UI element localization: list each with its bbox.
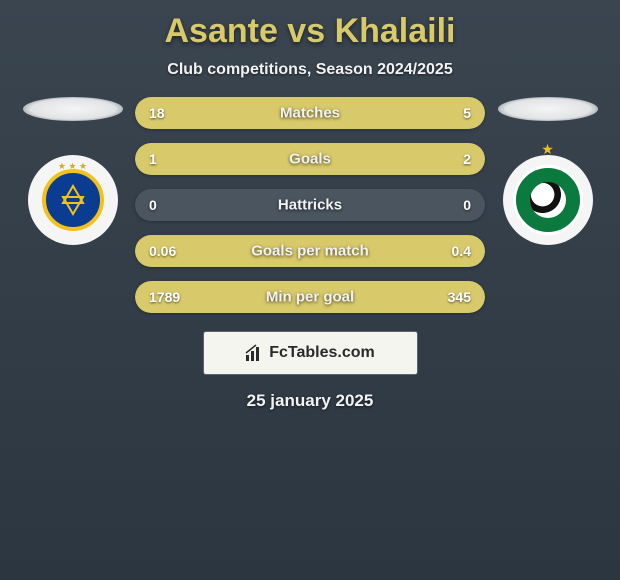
stat-value-right: 345	[448, 289, 471, 305]
stat-value-right: 0.4	[452, 243, 471, 259]
club-badge-right: ★	[503, 155, 593, 245]
player-left-column: ★ ★ ★	[20, 97, 125, 245]
stat-label: Goals per match	[251, 243, 369, 260]
stat-bar-right	[408, 97, 485, 129]
stat-row: 18 Matches 5	[135, 97, 485, 129]
stat-bar-left	[135, 97, 408, 129]
stat-row: 0 Hattricks 0	[135, 189, 485, 221]
soccer-ball-icon	[530, 182, 566, 218]
stat-label: Goals	[289, 151, 331, 168]
player-left-silhouette	[23, 97, 123, 121]
badge-star-icon: ★	[541, 141, 554, 158]
stat-label: Min per goal	[266, 289, 354, 306]
stat-bar-right	[251, 143, 486, 175]
stats-list: 18 Matches 5 1 Goals 2 0 Hattricks 0 0.06 Goals pe…	[135, 97, 485, 313]
badge-inner-left	[42, 169, 104, 231]
branding-text: FcTables.com	[269, 344, 375, 362]
star-of-david-icon	[56, 183, 90, 217]
stat-value-right: 5	[463, 105, 471, 121]
stat-row: 1789 Min per goal 345	[135, 281, 485, 313]
badge-inner-right	[513, 165, 583, 235]
stat-value-left: 0.06	[149, 243, 176, 259]
stat-value-left: 1	[149, 151, 157, 167]
club-badge-left: ★ ★ ★	[28, 155, 118, 245]
stat-value-right: 0	[463, 197, 471, 213]
badge-stars-icon: ★ ★ ★	[58, 161, 87, 172]
player-right-silhouette	[498, 97, 598, 121]
stat-value-left: 0	[149, 197, 157, 213]
stat-row: 0.06 Goals per match 0.4	[135, 235, 485, 267]
stat-row: 1 Goals 2	[135, 143, 485, 175]
date-label: 25 january 2025	[10, 391, 610, 411]
page-title: Asante vs Khalaili	[10, 12, 610, 51]
stat-value-left: 1789	[149, 289, 180, 305]
player-right-column: ★	[495, 97, 600, 245]
stat-label: Matches	[280, 105, 340, 122]
chart-icon	[245, 344, 263, 362]
stat-label: Hattricks	[278, 197, 342, 214]
comparison-panel: ★ ★ ★ 18 Matches 5 1 Goals 2 0 Hattricks 0 0.06 Go…	[10, 97, 610, 313]
branding-badge[interactable]: FcTables.com	[203, 331, 418, 375]
stat-value-left: 18	[149, 105, 165, 121]
subtitle: Club competitions, Season 2024/2025	[10, 61, 610, 79]
stat-value-right: 2	[463, 151, 471, 167]
